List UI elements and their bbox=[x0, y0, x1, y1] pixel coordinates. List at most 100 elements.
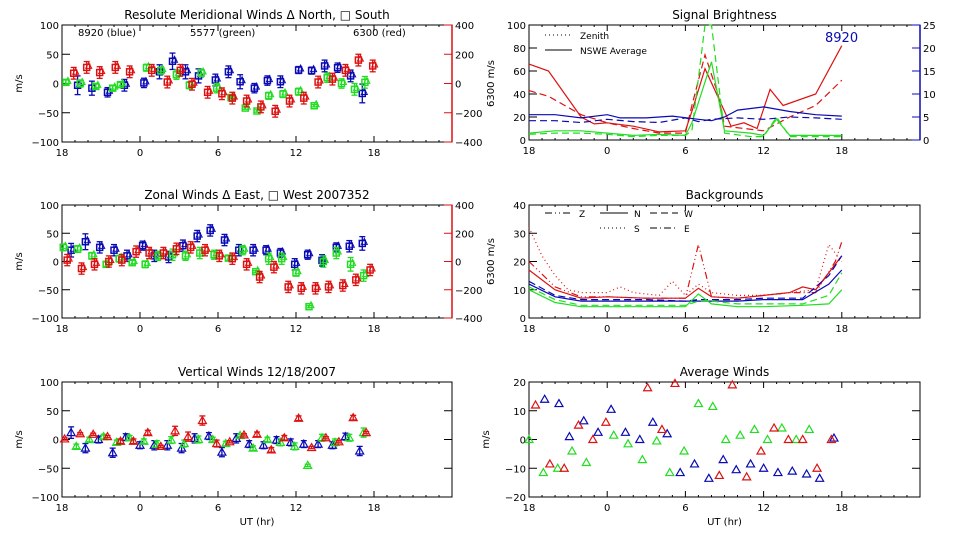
y-tick-label: 0 bbox=[520, 136, 526, 147]
data-point-square bbox=[311, 284, 320, 293]
data-point-square bbox=[224, 68, 233, 76]
x-tick-label: 0 bbox=[604, 146, 610, 157]
x-tick-label: 0 bbox=[137, 148, 143, 159]
data-point-triangle bbox=[183, 249, 192, 258]
data-point-triangle bbox=[138, 436, 149, 445]
data-point-square bbox=[250, 84, 259, 92]
x-tick-label: 6 bbox=[682, 503, 688, 514]
data-point-triangle bbox=[279, 252, 288, 261]
data-point-triangle bbox=[205, 86, 214, 94]
y-tick-label: −50 bbox=[38, 109, 59, 120]
data-point-triangle bbox=[106, 255, 115, 263]
data-point-triangle bbox=[88, 429, 99, 438]
data-point-square bbox=[368, 62, 377, 70]
data-point-square bbox=[333, 63, 342, 72]
data-point-triangle bbox=[262, 434, 273, 444]
data-point-triangle bbox=[226, 65, 235, 74]
data-point-square bbox=[285, 97, 294, 105]
data-point-triangle bbox=[197, 246, 206, 255]
data-point-triangle bbox=[758, 463, 769, 472]
data-point-square bbox=[176, 66, 185, 75]
data-point-square bbox=[354, 56, 363, 64]
data-point-triangle bbox=[564, 431, 575, 441]
data-point-square bbox=[350, 85, 359, 94]
data-point-triangle bbox=[151, 438, 162, 448]
data-point-triangle bbox=[188, 241, 197, 249]
data-point-triangle bbox=[689, 458, 700, 468]
x-tick-label: 0 bbox=[604, 324, 610, 335]
data-point-triangle bbox=[741, 471, 752, 481]
data-point-square bbox=[110, 246, 118, 254]
x-tick-label: 18 bbox=[523, 146, 536, 157]
chart-title: Resolute Meridional Winds Δ North, □ Sou… bbox=[124, 8, 390, 22]
data-point-triangle bbox=[92, 258, 101, 266]
y-tick-label: 40 bbox=[513, 201, 526, 212]
data-point-triangle bbox=[266, 252, 275, 261]
data-point-square bbox=[206, 226, 214, 235]
data-point-triangle bbox=[183, 431, 194, 441]
data-point-triangle bbox=[539, 394, 550, 403]
data-point-triangle bbox=[344, 432, 355, 442]
data-point-triangle bbox=[812, 463, 823, 472]
data-point-triangle bbox=[281, 87, 289, 96]
legend-label: E bbox=[684, 225, 690, 235]
y2-tick-label: 0 bbox=[923, 136, 929, 147]
data-point-triangle bbox=[90, 249, 98, 258]
y-tick-label: 50 bbox=[46, 50, 59, 61]
y2-tick-label: 0 bbox=[455, 80, 461, 91]
data-point-square bbox=[361, 78, 369, 87]
data-point-triangle bbox=[662, 428, 673, 438]
data-point-square bbox=[188, 80, 196, 88]
data-point-square bbox=[346, 260, 355, 269]
series-line-green bbox=[528, 24, 842, 138]
data-point-triangle bbox=[258, 440, 269, 449]
data-point-triangle bbox=[161, 246, 170, 255]
data-point-triangle bbox=[143, 258, 152, 266]
annotation-label: 6300 (red) bbox=[353, 28, 406, 39]
data-point-triangle bbox=[651, 435, 662, 445]
data-point-triangle bbox=[749, 424, 760, 434]
x-tick-label: 18 bbox=[523, 503, 536, 514]
y-tick-label: 0 bbox=[53, 258, 59, 269]
data-point-square bbox=[118, 256, 126, 264]
legend-label: Zenith bbox=[580, 32, 609, 42]
data-point-triangle bbox=[298, 438, 309, 448]
y2-tick-label: 25 bbox=[923, 21, 936, 32]
data-point-triangle bbox=[573, 419, 584, 429]
data-point-triangle bbox=[265, 74, 274, 83]
y-tick-label: 10 bbox=[513, 407, 526, 418]
data-point-triangle bbox=[75, 242, 84, 251]
data-point-square bbox=[73, 245, 82, 253]
x-tick-label: 0 bbox=[137, 324, 143, 335]
y2-tick-label: 400 bbox=[455, 201, 474, 212]
data-point-triangle bbox=[791, 434, 802, 444]
data-point-square bbox=[358, 89, 367, 98]
data-point-triangle bbox=[755, 445, 767, 455]
data-point-triangle bbox=[211, 438, 222, 448]
data-point-triangle bbox=[178, 64, 187, 72]
data-point-square bbox=[141, 260, 149, 269]
x-tick-label: 18 bbox=[835, 324, 848, 335]
y-tick-label: 30 bbox=[513, 229, 526, 240]
x-tick-label: 18 bbox=[368, 148, 381, 159]
data-point-triangle bbox=[707, 401, 718, 411]
data-point-triangle bbox=[339, 77, 348, 85]
y2-tick-label: −400 bbox=[455, 138, 482, 149]
data-point-square bbox=[366, 266, 374, 274]
data-point-triangle bbox=[523, 434, 535, 444]
data-point-triangle bbox=[216, 446, 227, 456]
data-point-triangle bbox=[348, 69, 357, 78]
y-axis-label: m/s bbox=[14, 74, 25, 92]
data-point-square bbox=[140, 79, 148, 87]
data-point-triangle bbox=[783, 434, 794, 444]
data-point-triangle bbox=[65, 253, 74, 262]
data-point-triangle bbox=[340, 279, 349, 288]
data-point-square bbox=[319, 257, 328, 266]
data-point-triangle bbox=[578, 415, 589, 425]
y-tick-label: 40 bbox=[513, 90, 526, 101]
data-point-triangle bbox=[787, 465, 798, 475]
data-point-triangle bbox=[80, 442, 91, 452]
